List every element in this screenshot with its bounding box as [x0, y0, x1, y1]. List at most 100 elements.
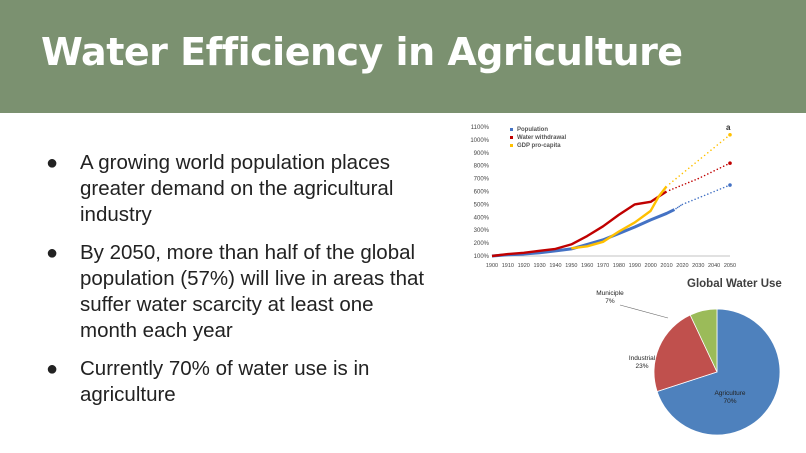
projection-dot: [684, 202, 687, 204]
projection-end-marker: [728, 183, 732, 187]
legend-swatch: [510, 136, 513, 139]
pie-slice-label: Municiple: [596, 290, 624, 297]
x-tick-label: 1980: [613, 263, 625, 269]
x-tick-label: 1990: [629, 263, 641, 269]
projection-dot: [676, 206, 679, 209]
projection-end-marker: [728, 132, 732, 137]
projection-dot: [681, 172, 684, 175]
x-tick-label: 1940: [549, 263, 561, 269]
pie-slice-label: Industrial: [629, 355, 656, 362]
bullet-text: By 2050, more than half of the global po…: [80, 241, 425, 342]
slide-title: Water Efficiency in Agriculture: [41, 30, 683, 74]
panel-label: a: [726, 123, 731, 132]
pie-slice: [653, 314, 718, 392]
projection-dot: [710, 171, 712, 174]
series-line: [491, 190, 668, 258]
pie-slice: [689, 308, 718, 373]
projection-dot: [687, 201, 690, 203]
projection-dot: [713, 190, 715, 193]
projection-dot: [722, 165, 725, 168]
x-tick-label: 2000: [645, 263, 657, 269]
legend-swatch: [510, 144, 513, 147]
projection-dot: [703, 154, 706, 157]
projection-dot: [703, 174, 706, 177]
bullet-text: A growing world population places greate…: [80, 151, 394, 226]
bullet-marker: ●: [46, 152, 59, 174]
projection-dot: [678, 205, 681, 208]
pie-slice-value: 70%: [723, 398, 736, 405]
bullet-marker: ●: [46, 242, 59, 264]
x-tick-label: 1930: [533, 263, 545, 269]
projection-dot: [684, 182, 687, 185]
projection-dot: [681, 203, 684, 206]
title-banner: Water Efficiency in Agriculture: [0, 0, 806, 113]
projection-dot: [675, 177, 677, 180]
pie-slice-label: Agriculture: [714, 390, 745, 397]
x-tick-label: 2010: [660, 263, 672, 269]
x-tick-label: 2030: [692, 263, 704, 269]
bullet-marker: ●: [46, 358, 59, 380]
projection-dot: [684, 170, 687, 172]
growth-line-chart: 100% 200% 300% 400% 500% 600% 700% 800% 900% 1000…: [470, 123, 736, 269]
pie-slice: [656, 308, 781, 436]
y-tick-label: 300%: [474, 228, 490, 234]
projection-dot: [681, 184, 684, 186]
y-tick-label: 100%: [474, 254, 490, 260]
projection-end-marker: [728, 161, 732, 165]
projection-dot: [700, 157, 703, 159]
y-tick-label: 500%: [474, 202, 490, 208]
projection-dot: [713, 146, 715, 149]
projection-dot: [706, 152, 709, 154]
projection-dot: [722, 139, 725, 141]
legend-entry: GDP pro-capita: [517, 143, 561, 149]
projection-dot: [675, 207, 677, 210]
projection-dot: [680, 204, 682, 207]
bullet-item: ● By 2050, more than half of the global p…: [46, 240, 426, 344]
projection-dot: [710, 191, 712, 194]
projection-dot: [678, 175, 681, 177]
legend-entry: Water withdrawal: [517, 135, 566, 141]
x-tick-label: 1960: [581, 263, 593, 269]
projection-dot: [726, 136, 728, 139]
bullet-item: ● A growing world population places great…: [46, 150, 426, 228]
bullet-text: Currently 70% of water use is in agricul…: [80, 357, 370, 406]
projection-dot: [694, 179, 696, 181]
x-tick-label: 2040: [708, 263, 720, 269]
projection-dot: [706, 193, 709, 195]
projection-dot: [700, 195, 703, 198]
pie-slice-value: 7%: [605, 298, 615, 305]
projection-dot: [691, 164, 693, 167]
pie-slice-value: 23%: [635, 363, 648, 370]
x-tick-label: 1910: [502, 263, 514, 269]
projection-dot: [672, 188, 674, 190]
projection-dot: [678, 185, 681, 188]
projection-dot: [716, 168, 719, 171]
y-tick-label: 400%: [474, 215, 490, 221]
x-tick-label: 1950: [565, 263, 577, 269]
projection-dot: [719, 166, 722, 169]
x-tick-label: 1920: [518, 263, 530, 269]
projection-dot: [710, 149, 712, 152]
series-line: [491, 208, 676, 258]
bullet-item: ● Currently 70% of water use is in agricu…: [46, 356, 426, 408]
projection-dot: [706, 173, 709, 175]
projection-dot: [716, 189, 719, 192]
x-tick-label: 2020: [676, 263, 688, 269]
projection-dot: [694, 198, 696, 201]
y-tick-label: 600%: [474, 190, 490, 196]
pie-leader-line: [619, 304, 669, 319]
projection-dot: [719, 188, 722, 190]
projection-dot: [687, 181, 690, 184]
pie-title: Global Water Use: [687, 278, 782, 290]
y-tick-label: 1100%: [471, 125, 490, 131]
projection-dot: [713, 170, 715, 172]
projection-dot: [722, 186, 725, 189]
projection-dot: [691, 199, 693, 202]
y-tick-label: 900%: [474, 151, 490, 157]
projection-dot: [719, 141, 722, 144]
y-tick-label: 700%: [474, 177, 490, 183]
projection-dot: [716, 144, 719, 146]
projection-dot: [726, 185, 728, 188]
y-tick-label: 800%: [474, 164, 490, 170]
